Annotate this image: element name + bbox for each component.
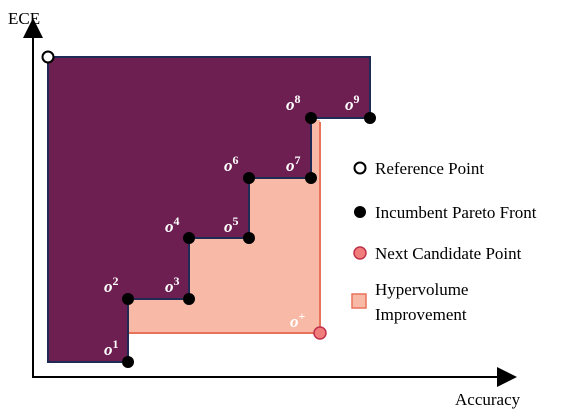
legend-icon bbox=[353, 246, 367, 260]
point-label: o3 bbox=[165, 274, 180, 296]
label-sup: 6 bbox=[233, 153, 239, 167]
legend-text: Next Candidate Point bbox=[375, 244, 522, 263]
point-label: o4 bbox=[165, 214, 180, 236]
x-axis-label: Accuracy bbox=[455, 390, 521, 409]
candidate-point bbox=[313, 326, 327, 340]
label-sup: 3 bbox=[174, 274, 180, 288]
point-label: o5 bbox=[224, 214, 239, 236]
pareto-point bbox=[183, 232, 195, 244]
point-label: o1 bbox=[104, 337, 119, 359]
pareto-point bbox=[364, 112, 376, 124]
legend-text: Reference Point bbox=[375, 159, 484, 178]
label-sup: 7 bbox=[295, 153, 301, 167]
point-label: o8 bbox=[286, 92, 301, 114]
reference-point bbox=[41, 50, 55, 64]
label-base: o bbox=[104, 277, 113, 296]
label-base: o bbox=[165, 217, 174, 236]
pareto-point bbox=[243, 172, 255, 184]
pareto-point bbox=[305, 112, 317, 124]
legend-text: Incumbent Pareto Front bbox=[375, 203, 537, 222]
hypervolume-improvement bbox=[128, 120, 320, 333]
legend-icon bbox=[354, 206, 366, 218]
label-sup: 1 bbox=[113, 337, 119, 351]
label-base: o bbox=[290, 312, 299, 331]
legend-text: Improvement bbox=[375, 305, 467, 324]
label-sup: 5 bbox=[233, 214, 239, 228]
point-label: o9 bbox=[345, 92, 360, 114]
label-base: o bbox=[224, 217, 233, 236]
pareto-point bbox=[243, 232, 255, 244]
y-axis-label: ECE bbox=[8, 9, 40, 28]
pareto-point bbox=[122, 293, 134, 305]
label-sup: 8 bbox=[295, 92, 301, 106]
legend-icon bbox=[351, 293, 367, 309]
label-base: o bbox=[286, 156, 295, 175]
label-sup: 9 bbox=[354, 92, 360, 106]
label-base: o bbox=[224, 156, 233, 175]
pareto-point bbox=[183, 293, 195, 305]
label-base: o bbox=[345, 95, 354, 114]
pareto-point bbox=[305, 172, 317, 184]
label-base: o bbox=[104, 340, 113, 359]
label-base: o bbox=[286, 95, 295, 114]
point-label: o2 bbox=[104, 274, 119, 296]
point-label: o6 bbox=[224, 153, 239, 175]
label-sup: + bbox=[299, 309, 306, 323]
label-sup: 4 bbox=[174, 214, 180, 228]
legend-icon bbox=[353, 161, 367, 175]
label-sup: 2 bbox=[113, 274, 119, 288]
label-base: o bbox=[165, 277, 174, 296]
legend-text: Hypervolume bbox=[375, 280, 468, 299]
pareto-point bbox=[122, 356, 134, 368]
point-label: o+ bbox=[290, 309, 306, 331]
point-label: o7 bbox=[286, 153, 301, 175]
